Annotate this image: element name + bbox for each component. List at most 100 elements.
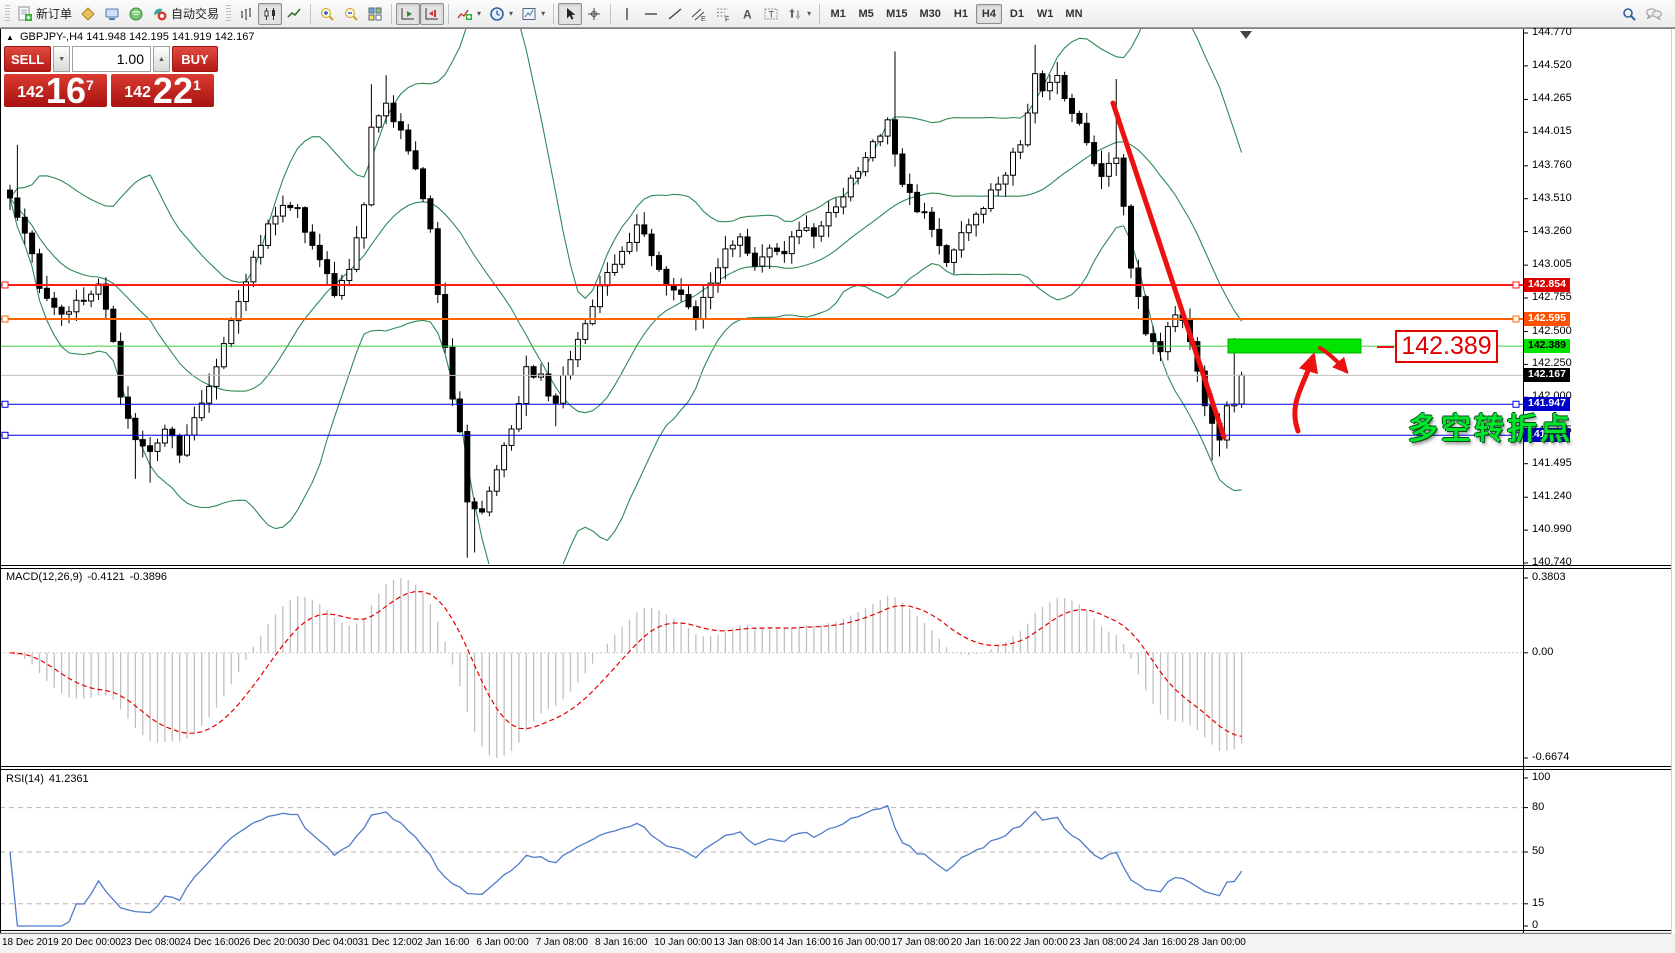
horizontal-line-button[interactable] (639, 3, 663, 25)
price-tick: 140.990 (1532, 523, 1572, 536)
dropdown-caret-icon[interactable]: ▾ (807, 9, 812, 18)
dropdown-caret-icon[interactable]: ▾ (509, 9, 514, 18)
chat-button[interactable] (1641, 3, 1667, 25)
new-order-button[interactable]: 新订单 (13, 3, 76, 25)
buy-price-main: 22 (152, 70, 193, 112)
tile-windows-button[interactable] (363, 3, 387, 25)
timeframe-w1[interactable]: W1 (1032, 4, 1059, 24)
volume-decrease-button[interactable]: ▼ (53, 46, 71, 72)
zoom-out-button[interactable] (339, 3, 363, 25)
timeframe-toolbar: M1 M5 M15 M30 H1 H4 D1 W1 MN (824, 1, 1088, 27)
timeframe-m1[interactable]: M1 (825, 4, 851, 24)
candlestick-chart-button[interactable] (258, 2, 283, 25)
time-label: 18 Dec 2019 (2, 937, 59, 948)
time-label: 28 Jan 00:00 (1188, 937, 1246, 948)
rsi-axis-label: 0 (1532, 919, 1539, 931)
chart-shift-button[interactable] (420, 2, 445, 25)
time-label: 26 Dec 20:00 (239, 937, 299, 948)
text-label-icon: T (764, 8, 778, 19)
timeframe-m5[interactable]: M5 (853, 4, 879, 24)
data-window-icon (105, 8, 119, 20)
volume-increase-button[interactable]: ▲ (153, 46, 170, 72)
chart-shift-marker (1240, 31, 1252, 39)
buy-quote[interactable]: 142 22 1 (111, 70, 214, 112)
time-label: 7 Jan 08:00 (535, 937, 588, 948)
time-label: 20 Dec 00:00 (61, 937, 121, 948)
cursor-button[interactable] (558, 2, 583, 25)
price-tick: 143.260 (1532, 224, 1572, 237)
timeframe-h4[interactable]: H4 (975, 3, 1002, 24)
dropdown-caret-icon[interactable]: ▾ (541, 9, 546, 18)
buy-button[interactable]: BUY (172, 46, 218, 72)
time-label: 23 Dec 08:00 (120, 937, 181, 948)
price-badge: 142.854 (1524, 277, 1570, 292)
price-tick: 143.005 (1532, 258, 1572, 271)
autotrading-button[interactable]: 自动交易 (148, 3, 223, 25)
bar-chart-icon (241, 7, 252, 20)
price-tick: 143.510 (1532, 191, 1572, 204)
price-badge: 142.389 (1524, 339, 1570, 354)
rsi-indicator-label: RSI(14) 41.2361 (6, 773, 94, 785)
profiles-button[interactable] (76, 3, 100, 25)
vertical-line-button[interactable] (615, 3, 639, 25)
sell-price-prefix: 142 (17, 84, 44, 101)
time-label: 24 Dec 16:00 (179, 937, 240, 948)
price-tick: 143.760 (1532, 158, 1572, 171)
zoom-in-button[interactable] (315, 3, 339, 25)
candles (7, 44, 1245, 558)
price-tick: 144.265 (1532, 92, 1572, 105)
bar-chart-button[interactable] (234, 3, 258, 25)
arrows-button[interactable]: ▾ (783, 3, 815, 25)
line-chart-button[interactable] (282, 3, 306, 25)
fibonacci-button[interactable]: F (711, 3, 735, 25)
signals-button[interactable] (124, 3, 148, 25)
time-label: 17 Jan 08:00 (891, 937, 950, 948)
sell-button[interactable]: SELL (4, 46, 52, 72)
dropdown-caret-icon[interactable]: ▾ (477, 9, 482, 18)
sell-price-sup: 7 (85, 77, 94, 93)
volume-input[interactable] (72, 46, 151, 72)
crosshair-button[interactable] (582, 3, 606, 25)
line-chart-icon (287, 8, 301, 18)
time-label: 22 Jan 00:00 (1010, 937, 1068, 948)
toolbar-separator (553, 3, 555, 24)
time-axis[interactable]: 18 Dec 2019 20 Dec 00:00 23 Dec 08:00 24 De… (0, 934, 1675, 953)
sell-quote[interactable]: 142 16 7 (4, 73, 107, 109)
equidistant-channel-icon: E (691, 8, 706, 22)
periods-button[interactable]: ▾ (485, 3, 517, 25)
price-badge: 141.947 (1524, 397, 1570, 412)
text-label-button[interactable]: T (759, 3, 783, 25)
equidistant-channel-button[interactable]: E (687, 3, 711, 25)
timeframe-mn[interactable]: MN (1060, 4, 1087, 24)
red-trend-line (1110, 100, 1227, 440)
candlestick-chart-icon (264, 7, 276, 20)
toolbar-grip (5, 4, 10, 23)
macd-name: MACD(12,26,9) (6, 571, 83, 583)
timeframe-d1[interactable]: D1 (1004, 4, 1030, 24)
turning-point-annotation: 多空转折点 (1408, 413, 1573, 446)
time-label: 16 Jan 00:00 (832, 937, 891, 948)
zoom-in-icon (321, 7, 334, 21)
price-tick: 140.740 (1532, 556, 1572, 568)
text-button[interactable]: A (735, 3, 759, 25)
down-caret-icon: ▼ (58, 55, 66, 63)
toolbar-separator (391, 3, 393, 24)
text-icon: A (743, 7, 752, 21)
templates-button[interactable]: ▾ (517, 3, 549, 25)
buy-price-prefix: 142 (124, 84, 151, 101)
data-window-button[interactable] (100, 3, 124, 25)
timeframe-m15[interactable]: M15 (881, 4, 912, 24)
price-badge: 142.595 (1524, 312, 1570, 327)
templates-icon (522, 7, 536, 20)
time-label: 13 Jan 08:00 (713, 937, 772, 948)
auto-scroll-button[interactable] (396, 2, 421, 25)
macd-signal-line (9, 590, 1242, 737)
indicators-button[interactable]: ▾ (453, 3, 485, 25)
search-button[interactable] (1617, 3, 1641, 25)
search-icon (1623, 7, 1636, 21)
trend-line-button[interactable] (663, 3, 687, 25)
rsi-name: RSI(14) (6, 773, 44, 785)
timeframe-m30[interactable]: M30 (915, 4, 946, 24)
timeframe-h1[interactable]: H1 (948, 4, 974, 24)
